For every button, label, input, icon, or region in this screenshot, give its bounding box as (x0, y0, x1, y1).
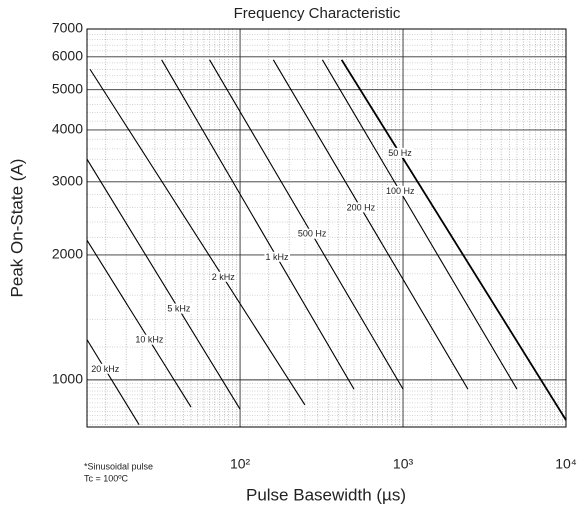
line (321, 59, 518, 390)
note: Tc = 100ºC (84, 473, 129, 483)
y-tick-label: 7000 (52, 20, 83, 36)
line (161, 59, 355, 390)
y-tick-label: 3000 (52, 172, 83, 188)
y-tick-label: 5000 (52, 80, 83, 96)
chart-title: Frequency Characteristic (234, 5, 401, 22)
series-label: 100 Hz (386, 186, 415, 196)
series-label: 200 Hz (347, 202, 376, 212)
label-bg (296, 228, 328, 239)
label-bg (384, 185, 416, 196)
line (86, 158, 241, 410)
series-label: 50 Hz (388, 148, 412, 158)
label-bg (210, 271, 237, 282)
label-bg (134, 334, 165, 345)
label-bg (264, 251, 291, 262)
line (86, 239, 192, 408)
y-axis-label: Peak On-State (A) (7, 159, 26, 298)
x-axis-label: Pulse Basewidth (µs) (246, 485, 406, 504)
line (89, 68, 306, 406)
y-tick-label: 1000 (52, 371, 83, 387)
y-tick-label: 6000 (52, 47, 83, 63)
plot-frame (86, 28, 567, 428)
series-label: 1 kHz (266, 252, 290, 262)
line (209, 59, 404, 390)
label-bg (90, 363, 121, 374)
series-label: 500 Hz (298, 229, 327, 239)
line (86, 339, 140, 425)
label-bg (345, 202, 377, 213)
x-tick-label: 10⁴ (555, 456, 577, 472)
series-label: 10 kHz (135, 335, 164, 345)
x-tick-label: 10³ (393, 456, 414, 472)
label-bg (387, 147, 414, 158)
x-tick-label: 10² (230, 456, 251, 472)
y-tick-label: 2000 (52, 246, 83, 262)
series-label: 5 kHz (167, 304, 191, 314)
line (272, 59, 469, 390)
note: *Sinusoidal pulse (84, 461, 153, 471)
series-label: 2 kHz (212, 272, 236, 282)
series-label: 20 kHz (91, 364, 120, 374)
label-bg (166, 303, 192, 314)
y-tick-label: 4000 (52, 121, 83, 137)
line (340, 59, 567, 421)
